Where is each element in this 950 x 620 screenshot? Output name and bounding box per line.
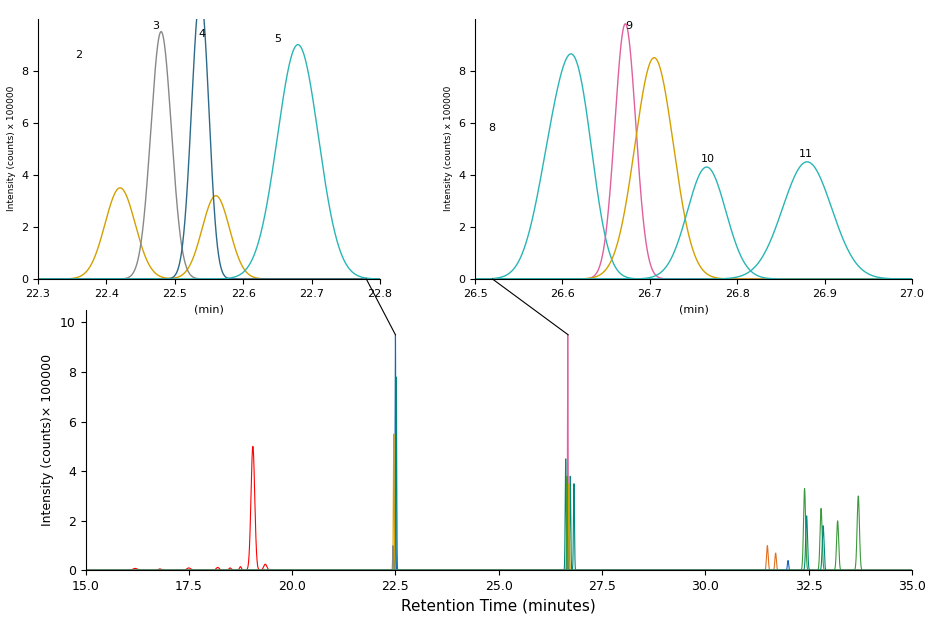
Text: 2: 2 [76, 50, 83, 60]
X-axis label: (min): (min) [194, 304, 224, 314]
Y-axis label: Intensity (counts) x 100000: Intensity (counts) x 100000 [7, 86, 15, 211]
Text: 8: 8 [488, 123, 495, 133]
Text: 11: 11 [798, 149, 812, 159]
Text: 10: 10 [700, 154, 714, 164]
Text: 9: 9 [625, 21, 633, 31]
X-axis label: (min): (min) [678, 304, 709, 314]
Text: 5: 5 [274, 34, 281, 44]
Y-axis label: Intensity (counts) x 100000: Intensity (counts) x 100000 [444, 86, 452, 211]
Y-axis label: Intensity (counts)× 100000: Intensity (counts)× 100000 [42, 354, 54, 526]
Text: 3: 3 [152, 21, 160, 31]
Text: 4: 4 [199, 29, 206, 39]
X-axis label: Retention Time (minutes): Retention Time (minutes) [401, 599, 597, 614]
